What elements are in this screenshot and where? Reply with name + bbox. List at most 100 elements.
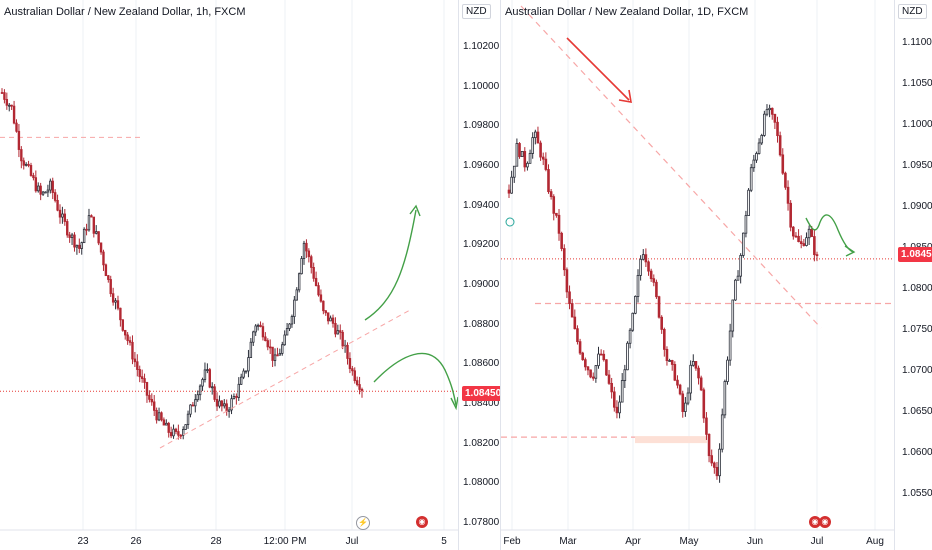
candle-body	[749, 167, 753, 191]
left-y-tick-label: 1.09800	[463, 120, 500, 132]
candle-body	[639, 258, 642, 276]
candle-body	[191, 404, 195, 407]
candle-body	[109, 279, 112, 295]
candle-body	[201, 379, 204, 387]
candle-body	[353, 370, 356, 382]
left-chart-canvas[interactable]: 23 26 28 12:00 PM Jul 5	[0, 0, 458, 550]
candle-body	[3, 92, 6, 100]
candle-body	[670, 360, 674, 365]
candle-body	[80, 242, 83, 249]
candle-body	[157, 412, 161, 421]
candle-body	[805, 237, 808, 246]
candle-body	[570, 303, 574, 318]
candle-body	[515, 143, 519, 167]
candle-body	[568, 291, 571, 304]
right-y-tick-label: 1.05500	[902, 488, 932, 499]
x-tick-label: 26	[130, 536, 142, 547]
candle-body	[70, 234, 74, 238]
candle-body	[177, 431, 180, 436]
candle-body	[331, 317, 335, 324]
arrow-up-curve	[364, 209, 417, 321]
left-y-tick-label: 1.08400	[463, 398, 500, 409]
candle-body	[227, 409, 231, 412]
x-tick-label: Feb	[503, 536, 521, 547]
candle-body	[179, 434, 182, 437]
candle-body	[799, 241, 803, 245]
left-y-tick-label: 1.07800	[463, 517, 500, 528]
descending-trendline	[520, 5, 822, 329]
candle-body	[655, 281, 658, 298]
right-y-tick-label: 1.10500	[902, 78, 932, 89]
right-chart-pane[interactable]: Feb Mar Apr May Jun Jul Aug Australian Dollar …	[501, 0, 894, 550]
left-price-axis[interactable]: NZD 1.10200 1.10000 1.09800 1.09600 1.09400 1…	[459, 0, 501, 550]
left-chart-pane[interactable]: 23 26 28 12:00 PM Jul 5 Australian Dollar / N…	[0, 0, 458, 550]
left-y-tick-label: 1.08000	[463, 477, 500, 489]
candle-body	[599, 353, 603, 356]
candle-body	[555, 212, 558, 216]
left-y-tick-label: 1.09200	[463, 239, 500, 251]
candle-body	[27, 163, 30, 166]
candle-body	[293, 299, 296, 317]
candle-body	[752, 159, 756, 169]
left-y-tick-label: 1.09600	[463, 160, 500, 171]
candle-body	[602, 353, 606, 361]
lightning-icon[interactable]: ⚡	[356, 516, 370, 530]
candle-body	[326, 312, 330, 322]
x-tick-label: Jul	[811, 536, 824, 547]
candle-body	[786, 186, 790, 204]
candle-body	[196, 394, 199, 401]
candle-body	[697, 367, 700, 379]
candle-body	[778, 135, 782, 156]
candle-body	[51, 180, 54, 193]
candle-body	[523, 151, 527, 168]
candle-body	[794, 235, 798, 238]
right-price-axis[interactable]: NZD 1.11000 1.10500 1.10000 1.09500 1.09000 1…	[895, 0, 932, 550]
arrow-down-head	[450, 396, 458, 411]
dividend-icon[interactable]: ◉	[809, 516, 821, 528]
candle-body	[768, 107, 771, 111]
candle-body	[310, 256, 313, 268]
candle-body	[87, 215, 91, 231]
candle-body	[744, 215, 748, 234]
right-y-tick-label: 1.06000	[902, 447, 932, 458]
candle-body	[557, 214, 561, 234]
candle-body	[150, 398, 153, 403]
candle-body	[355, 380, 359, 385]
candle-body	[565, 269, 569, 293]
candle-body	[186, 413, 190, 426]
candle-body	[124, 329, 127, 336]
candle-body	[802, 243, 806, 246]
candle-body	[20, 149, 23, 162]
candle-body	[82, 228, 86, 244]
left-currency-label[interactable]: NZD	[462, 4, 491, 19]
candle-body	[136, 361, 139, 370]
candle-body	[225, 403, 228, 412]
candle-body	[765, 109, 769, 115]
candle-body	[691, 361, 695, 366]
candle-body	[17, 130, 21, 150]
right-y-tick-label: 1.07000	[902, 365, 932, 376]
candle-body	[631, 312, 635, 331]
candle-body	[56, 199, 59, 211]
candle-body	[681, 393, 685, 412]
candle-body	[254, 325, 257, 333]
candle-body	[239, 376, 243, 385]
candle-body	[520, 151, 524, 157]
candle-body	[92, 216, 96, 234]
right-chart-canvas[interactable]: Feb Mar Apr May Jun Jul Aug	[501, 0, 894, 550]
right-currency-label[interactable]: NZD	[898, 4, 927, 19]
candle-body	[206, 369, 209, 371]
left-y-tick-label: 1.09400	[463, 199, 500, 211]
candle-body	[46, 189, 50, 193]
candle-body	[305, 242, 308, 252]
right-y-tick-label: 1.11000	[902, 37, 932, 48]
candle-body	[203, 369, 207, 380]
candle-body	[636, 274, 640, 297]
earnings-icon[interactable]: ◉	[416, 516, 428, 528]
candle-body	[647, 261, 650, 272]
right-y-tick-label: 1.09000	[902, 201, 932, 212]
candle-body	[247, 357, 250, 372]
earnings-icon-2[interactable]: ◉	[819, 516, 831, 528]
candle-body	[41, 191, 45, 195]
candle-body	[528, 153, 532, 164]
